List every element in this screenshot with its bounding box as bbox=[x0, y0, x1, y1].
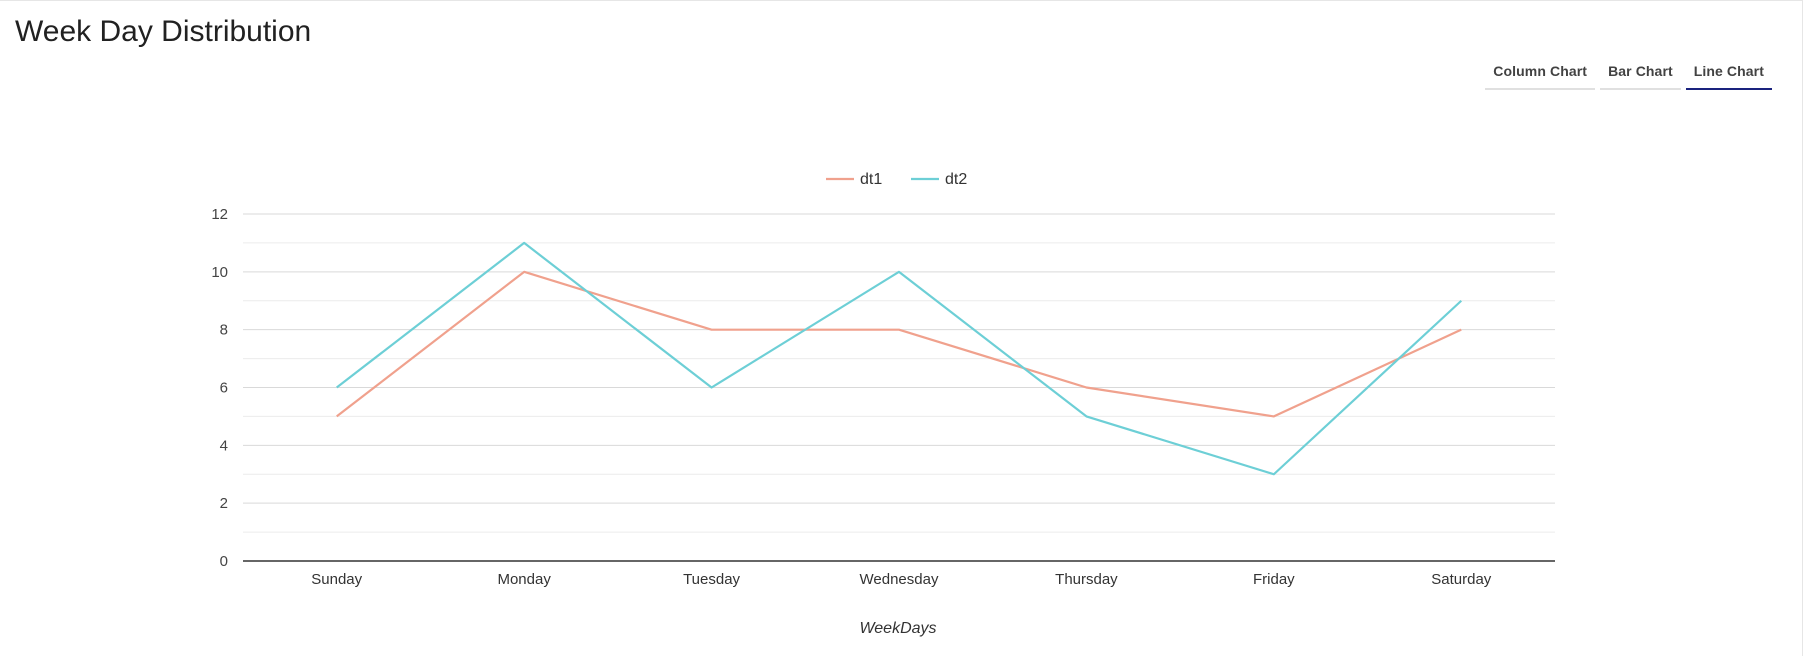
series-line-dt1 bbox=[336, 270, 1462, 418]
chart-gridlines bbox=[243, 213, 1555, 533]
x-tick-label: Wednesday bbox=[860, 571, 939, 588]
tab-bar-chart[interactable]: Bar Chart bbox=[1600, 57, 1681, 90]
tab-line-chart[interactable]: Line Chart bbox=[1685, 57, 1772, 90]
series-line-dt2 bbox=[336, 241, 1463, 476]
line-chart-container: dt1 dt2 0 2 4 6 8 10 12 Sunday Monday Tuesday Wedn… bbox=[0, 151, 1805, 651]
y-tick-label: 8 bbox=[220, 322, 228, 339]
x-tick-label: Sunday bbox=[311, 571, 362, 588]
chart-type-tabs: Column Chart Bar Chart Line Chart bbox=[1485, 57, 1772, 90]
y-tick-label: 2 bbox=[220, 495, 228, 512]
x-axis-title: WeekDays bbox=[859, 620, 936, 637]
x-tick-label: Thursday bbox=[1055, 571, 1118, 588]
x-tick-label: Tuesday bbox=[683, 571, 740, 588]
page-title: Week Day Distribution bbox=[15, 15, 312, 48]
x-axis: Sunday Monday Tuesday Wednesday Thursday Frid… bbox=[243, 560, 1555, 588]
legend-label-dt2[interactable]: dt2 bbox=[945, 171, 967, 188]
line-chart: dt1 dt2 0 2 4 6 8 10 12 Sunday Monday Tuesday Wedn… bbox=[211, 171, 1555, 637]
tab-column-chart[interactable]: Column Chart bbox=[1485, 57, 1596, 90]
y-tick-label: 10 bbox=[211, 264, 228, 281]
y-tick-label: 0 bbox=[220, 553, 228, 570]
x-tick-label: Friday bbox=[1253, 571, 1295, 588]
y-tick-label: 4 bbox=[220, 437, 228, 454]
y-tick-label: 6 bbox=[220, 380, 228, 397]
y-axis: 0 2 4 6 8 10 12 bbox=[211, 206, 228, 570]
x-tick-label: Saturday bbox=[1431, 571, 1492, 588]
x-tick-label: Monday bbox=[497, 571, 551, 588]
y-tick-label: 12 bbox=[211, 206, 228, 223]
chart-series bbox=[336, 241, 1463, 476]
legend-label-dt1[interactable]: dt1 bbox=[860, 171, 882, 188]
chart-legend: dt1 dt2 bbox=[826, 171, 967, 188]
